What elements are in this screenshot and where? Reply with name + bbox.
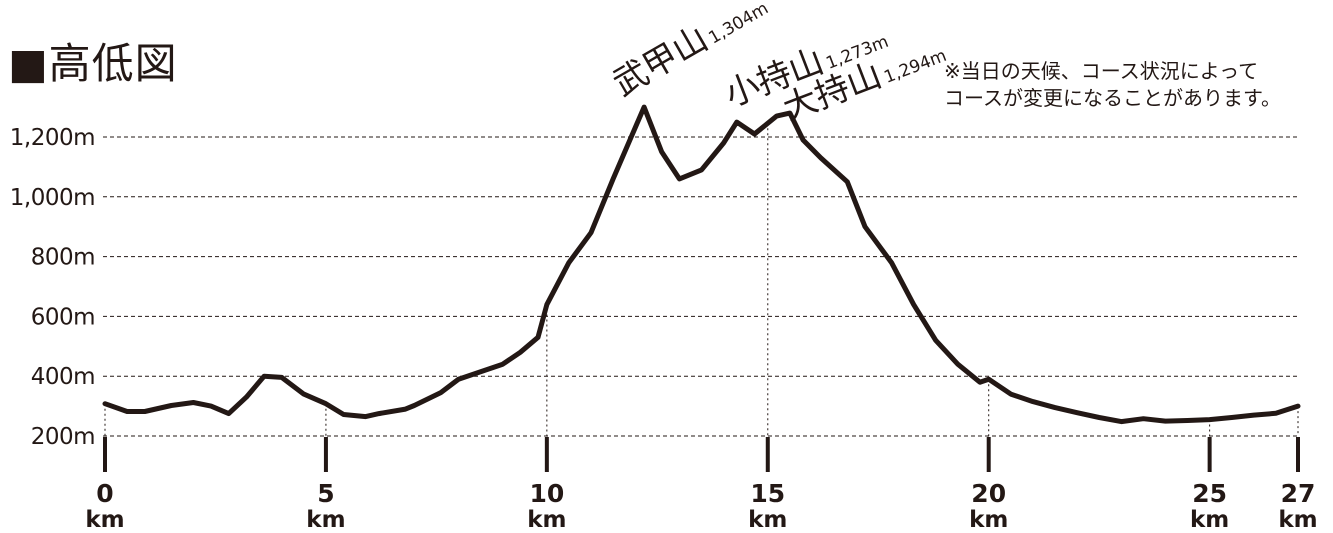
x-tick-unit: km — [748, 507, 787, 533]
x-tick-label: 27 — [1281, 479, 1316, 508]
y-tick-label: 1,000m — [10, 185, 95, 211]
x-tick-label: 15 — [750, 479, 785, 508]
title-block: ■高低図 — [8, 30, 178, 91]
x-tick-unit: km — [85, 507, 124, 533]
x-tick-label: 0 — [96, 479, 113, 508]
note-line-1: ※当日の天候、コース状況によって — [944, 59, 1259, 83]
x-tick-label: 10 — [529, 479, 564, 508]
x-tick-unit: km — [527, 507, 566, 533]
y-tick-label: 600m — [31, 304, 95, 330]
x-tick-label: 5 — [317, 479, 334, 508]
page-title: ■高低図 — [8, 39, 178, 88]
x-tick-label: 25 — [1192, 479, 1227, 508]
y-tick-label: 200m — [31, 424, 95, 450]
x-tick-unit: km — [969, 507, 1008, 533]
y-tick-label: 800m — [31, 245, 95, 271]
course-note: ※当日の天候、コース状況によって コースが変更になることがあります。 — [944, 58, 1281, 112]
note-line-2: コースが変更になることがあります。 — [944, 86, 1281, 110]
y-tick-label: 1,200m — [10, 125, 95, 151]
x-tick-unit: km — [1190, 507, 1229, 533]
y-tick-label: 400m — [31, 364, 95, 390]
elevation-series-line — [102, 104, 1301, 425]
x-tick-unit: km — [306, 507, 345, 533]
x-tick-label: 20 — [971, 479, 1006, 508]
x-tick-unit: km — [1278, 507, 1317, 533]
